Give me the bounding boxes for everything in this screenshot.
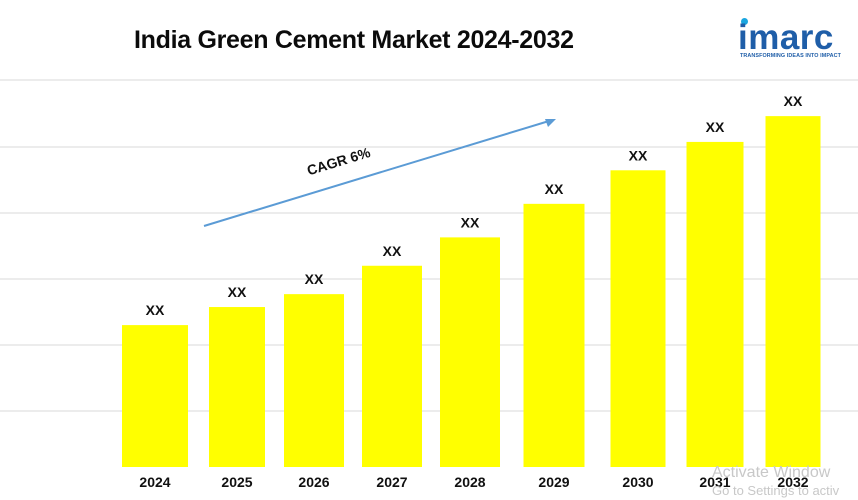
bar-2029 (523, 203, 585, 467)
bar-2026 (284, 294, 344, 467)
data-label-2024: XX (146, 302, 165, 318)
bar-2027 (362, 265, 422, 467)
x-tick-2028: 2028 (454, 474, 485, 490)
x-tick-2027: 2027 (376, 474, 407, 490)
cagr-label: CAGR 6% (305, 144, 373, 179)
data-label-2029: XX (545, 181, 564, 197)
data-label-2031: XX (706, 119, 725, 135)
data-label-2026: XX (305, 271, 324, 287)
logo-tagline: TRANSFORMING IDEAS INTO IMPACT (740, 53, 842, 59)
watermark-line1: Activate Window (712, 464, 831, 481)
data-label-2030: XX (629, 147, 648, 163)
data-label-2027: XX (383, 243, 402, 259)
x-tick-2026: 2026 (298, 474, 329, 490)
data-label-2032: XX (784, 93, 803, 109)
x-tick-2032: 2032 (777, 474, 808, 490)
bar-2032 (765, 116, 821, 468)
bar-2030 (610, 170, 666, 468)
bars (122, 116, 821, 468)
imarc-logo: imarc TRANSFORMING IDEAS INTO IMPACT (738, 18, 842, 64)
x-tick-2031: 2031 (699, 474, 730, 490)
x-tick-2030: 2030 (622, 474, 653, 490)
bar-2024 (122, 325, 188, 467)
bar-2031 (686, 141, 744, 468)
bar-2028 (440, 237, 500, 467)
logo-wordmark: imarc (738, 18, 834, 57)
data-label-2025: XX (228, 284, 247, 300)
watermark-line2: Go to Settings to activ (712, 483, 840, 498)
cagr-arrowhead-icon (545, 119, 556, 127)
data-label-2028: XX (461, 214, 480, 230)
x-axis-ticks: 2024 2025 2026 2027 2028 2029 2030 2031 2032 (139, 474, 808, 490)
logo-dot-icon (741, 18, 748, 25)
cagr-arrow (203, 120, 550, 227)
x-tick-2025: 2025 (221, 474, 252, 490)
x-tick-2029: 2029 (538, 474, 569, 490)
data-labels: XX XX XX XX XX XX XX XX XX (146, 93, 803, 318)
cagr-annotation: CAGR 6% (203, 119, 556, 227)
activate-windows-watermark: Activate Window Go to Settings to activ (712, 464, 839, 500)
bar-2025 (209, 307, 265, 467)
x-tick-2024: 2024 (139, 474, 170, 490)
chart-title: India Green Cement Market 2024-2032 (134, 26, 574, 54)
